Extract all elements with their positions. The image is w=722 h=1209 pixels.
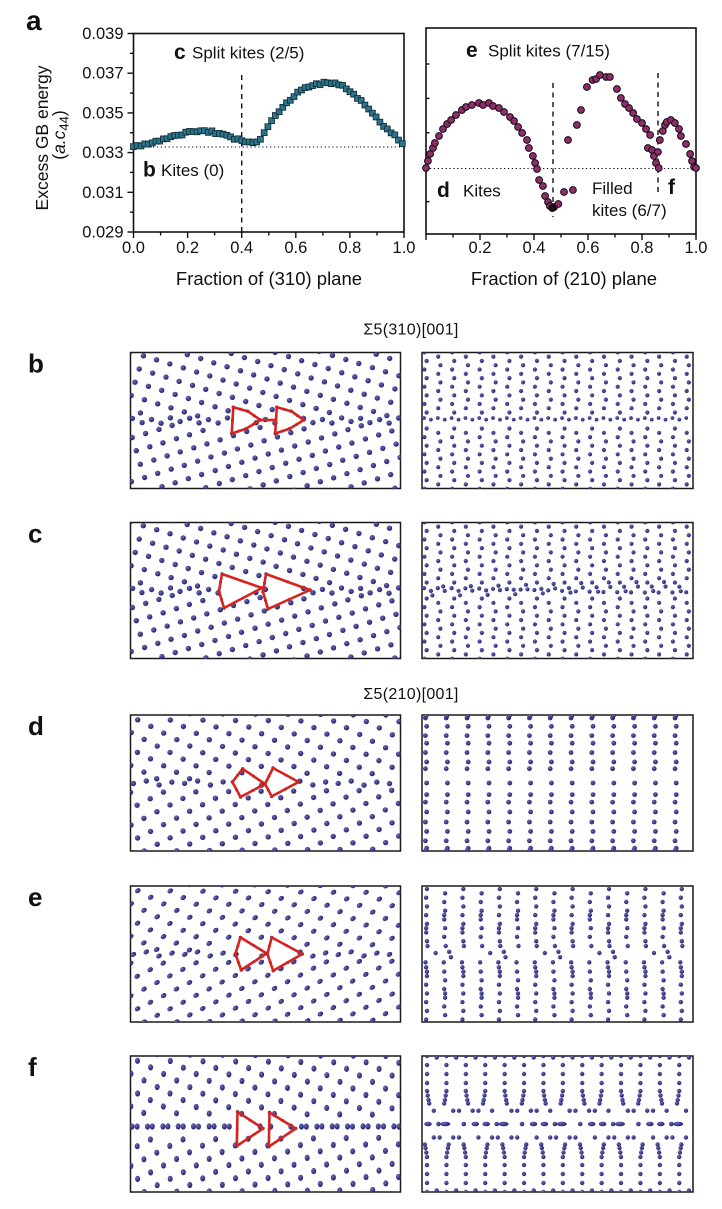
svg-text:0.0: 0.0	[122, 239, 145, 257]
svg-text:1.0: 1.0	[393, 239, 416, 257]
svg-text:Filled: Filled	[592, 179, 633, 198]
svg-text:f: f	[668, 176, 676, 199]
svg-text:0.2: 0.2	[469, 239, 492, 257]
svg-text:Fraction of (310) plane: Fraction of (310) plane	[176, 268, 362, 289]
svg-text:c: c	[174, 41, 186, 64]
svg-text:Fraction of (210) plane: Fraction of (210) plane	[471, 268, 657, 289]
svg-text:Excess GB energy: Excess GB energy	[32, 65, 52, 210]
svg-text:0.029: 0.029	[82, 224, 123, 242]
svg-text:Split kites (2/5): Split kites (2/5)	[192, 44, 304, 63]
svg-text:0.6: 0.6	[577, 239, 600, 257]
svg-text:0.6: 0.6	[284, 239, 307, 257]
svg-text:0.4: 0.4	[230, 239, 253, 257]
svg-text:d: d	[437, 179, 450, 202]
svg-text:Σ5(210)[001]: Σ5(210)[001]	[363, 686, 458, 703]
svg-text:e: e	[466, 39, 478, 62]
svg-text:0.4: 0.4	[523, 239, 546, 257]
svg-text:Σ5(310)[001]: Σ5(310)[001]	[363, 322, 458, 339]
svg-text:0.035: 0.035	[82, 104, 123, 122]
svg-text:0.037: 0.037	[82, 65, 123, 83]
svg-text:f: f	[28, 1052, 37, 1082]
svg-text:kites (6/7): kites (6/7)	[592, 201, 667, 220]
svg-text:d: d	[28, 711, 44, 741]
svg-text:Split kites (7/15): Split kites (7/15)	[488, 42, 610, 61]
svg-text:0.8: 0.8	[631, 239, 654, 257]
svg-text:0.031: 0.031	[82, 184, 123, 202]
svg-text:Kites (0): Kites (0)	[161, 161, 224, 180]
svg-text:Kites: Kites	[463, 182, 501, 201]
svg-text:0.2: 0.2	[176, 239, 199, 257]
svg-text:a: a	[26, 5, 42, 36]
svg-text:1.0: 1.0	[685, 239, 708, 257]
svg-text:0.039: 0.039	[82, 25, 123, 43]
svg-text:0.033: 0.033	[82, 144, 123, 162]
svg-text:e: e	[28, 882, 42, 912]
svg-text:b: b	[143, 159, 156, 182]
svg-text:0.8: 0.8	[338, 239, 361, 257]
svg-text:b: b	[28, 349, 44, 379]
svg-text:c: c	[28, 519, 42, 549]
